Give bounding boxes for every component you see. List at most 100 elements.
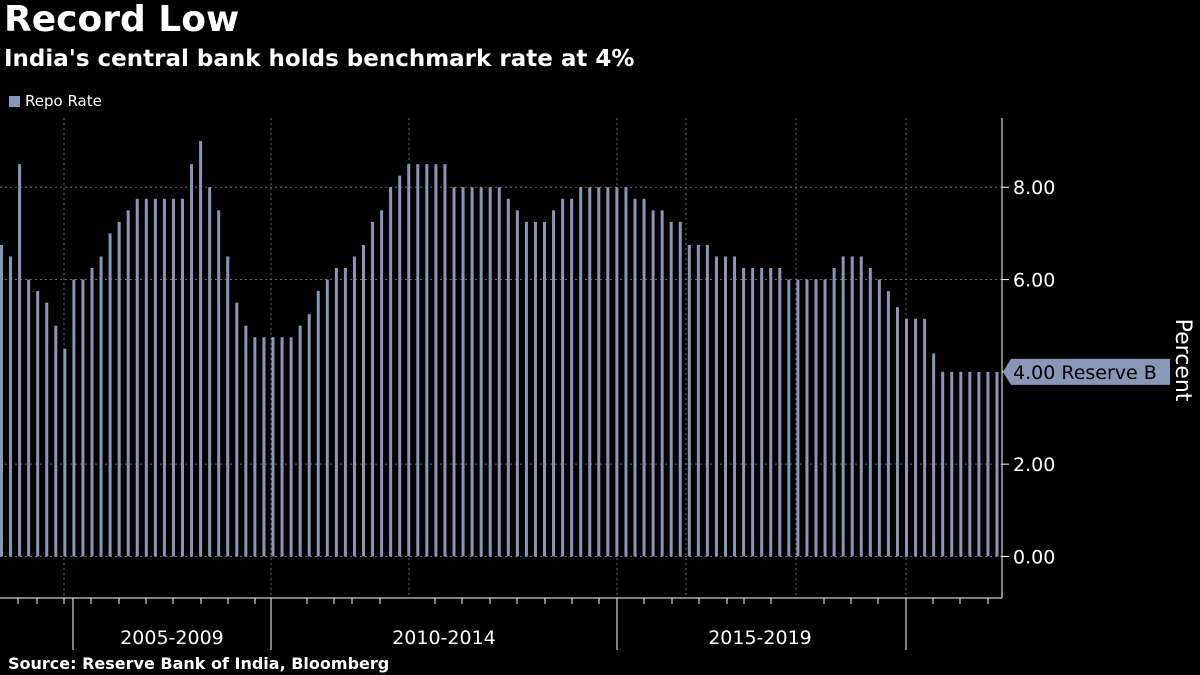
bar-repo-rate	[343, 268, 347, 557]
bar-repo-rate	[932, 353, 936, 557]
bar-repo-rate	[235, 302, 239, 557]
source-note: Source: Reserve Bank of India, Bloomberg	[8, 654, 390, 673]
bar-repo-rate	[651, 210, 655, 557]
x-period-label: 2010-2014	[392, 627, 496, 649]
bar-repo-rate	[271, 337, 275, 557]
bar-repo-rate	[325, 279, 329, 557]
bar-repo-rate	[805, 279, 809, 557]
bar-repo-rate	[36, 291, 40, 557]
bar-repo-rate	[968, 371, 972, 557]
bar-repo-rate	[289, 337, 293, 557]
bar-repo-rate	[579, 187, 583, 557]
bar-repo-rate	[135, 198, 139, 557]
bar-repo-rate	[27, 279, 31, 557]
bar-repo-rate	[0, 244, 3, 557]
bar-repo-rate	[524, 221, 528, 557]
bar-repo-rate	[190, 164, 194, 557]
bar-repo-rate	[316, 291, 320, 557]
bar-repo-rate	[244, 325, 248, 557]
bar-repo-rate	[226, 256, 230, 557]
bar-repo-rate	[941, 371, 945, 557]
bar-repo-rate	[624, 187, 628, 557]
bar-repo-rate	[99, 256, 103, 557]
bar-repo-rate	[425, 164, 429, 557]
bar-repo-rate	[407, 164, 411, 557]
bar-repo-rate	[72, 279, 76, 557]
y-tick-label: 8.00	[1013, 177, 1055, 199]
y-axis-title: Percent	[1170, 319, 1195, 402]
bar-repo-rate	[877, 279, 881, 557]
bar-repo-rate	[687, 244, 691, 557]
last-value-label: 4.00 Reserve B	[1013, 362, 1157, 384]
bar-repo-rate	[832, 268, 836, 557]
last-value-tag	[1003, 358, 1170, 385]
bar-repo-rate	[371, 221, 375, 557]
bar-repo-rate	[660, 210, 664, 557]
bar-repo-rate	[986, 371, 990, 557]
bar-repo-rate	[398, 175, 402, 557]
bar-repo-rate	[552, 210, 556, 557]
bar-repo-rate	[914, 318, 918, 557]
bar-repo-rate	[162, 198, 166, 557]
bar-repo-rate	[642, 198, 646, 557]
bar-repo-rate	[787, 279, 791, 557]
bar-repo-rate	[416, 164, 420, 557]
x-period-label: 2005-2009	[120, 627, 224, 649]
bar-repo-rate	[868, 268, 872, 557]
bar-repo-rate	[280, 337, 284, 557]
bar-repo-rate	[45, 302, 49, 557]
bar-repo-rate	[859, 256, 863, 557]
bar-repo-rate	[669, 221, 673, 557]
bar-repo-rate	[714, 256, 718, 557]
bar-repo-rate	[81, 279, 85, 557]
bar-repo-rate	[380, 210, 384, 557]
bar-repo-rate	[796, 279, 800, 557]
legend-swatch	[9, 95, 20, 107]
bar-repo-rate	[18, 164, 22, 557]
bar-repo-rate	[778, 268, 782, 557]
bar-repo-rate	[479, 187, 483, 557]
bar-repo-rate	[144, 198, 148, 557]
bar-repo-rate	[362, 244, 365, 557]
y-tick-label: 2.00	[1013, 454, 1055, 476]
bar-repo-rate	[54, 325, 58, 557]
bar-repo-rate	[352, 256, 356, 557]
legend-label: Repo Rate	[25, 92, 102, 110]
bar-repo-rate	[570, 198, 574, 557]
bar-repo-rate	[823, 279, 827, 557]
bar-repo-rate	[597, 187, 601, 557]
bar-repo-rate	[171, 198, 175, 557]
bar-repo-rate	[515, 210, 519, 557]
bar-repo-rate	[769, 268, 773, 557]
bar-repo-rate	[153, 198, 157, 557]
bar-repo-rate	[733, 256, 737, 557]
bar-repo-rate	[488, 187, 492, 557]
bar-repo-rate	[950, 371, 954, 557]
bar-repo-rate	[533, 221, 537, 557]
bar-repo-rate	[705, 244, 709, 557]
bar-repo-rate	[977, 371, 981, 557]
bar-repo-rate	[959, 371, 963, 557]
bar-repo-rate	[108, 233, 112, 557]
bar-repo-rate	[724, 256, 727, 557]
bar-repo-rate	[298, 325, 302, 557]
bar-repo-rate	[126, 210, 130, 557]
bar-repo-rate	[443, 164, 447, 557]
bar-repo-rate	[199, 141, 203, 557]
bar-repo-rate	[995, 371, 999, 557]
bar-repo-rate	[334, 268, 338, 557]
bar-repo-rate	[633, 198, 637, 557]
bar-repo-rate	[742, 268, 746, 557]
chart-subtitle: India's central bank holds benchmark rat…	[4, 46, 635, 72]
bar-repo-rate	[90, 268, 94, 557]
bar-repo-rate	[696, 244, 700, 557]
bar-repo-rate	[217, 210, 221, 557]
bar-repo-rate	[751, 268, 755, 557]
bar-repo-rate	[606, 187, 610, 557]
bar-repo-rate	[461, 187, 465, 557]
bar-repo-rate	[678, 221, 682, 557]
bar-repo-rate	[470, 187, 474, 557]
x-period-label: 2015-2019	[708, 627, 812, 649]
bar-repo-rate	[63, 348, 67, 557]
